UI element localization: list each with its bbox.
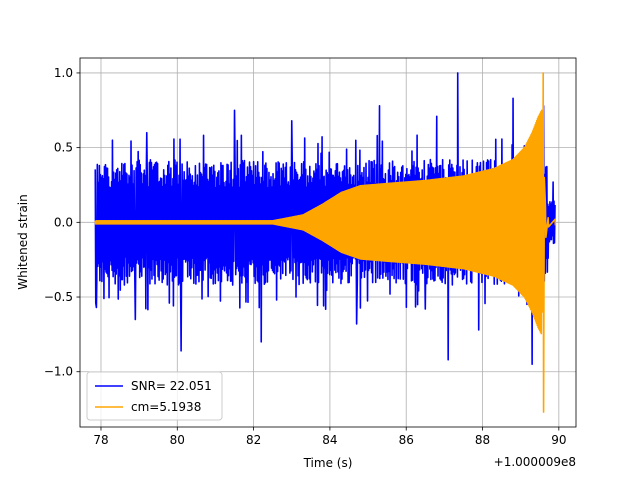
ticks: 78 80 82 84 86 88 90 1.0 0.5 0.0 −0.5 −1.0 (44, 66, 567, 447)
x-tick-label: 88 (475, 433, 490, 447)
legend: SNR= 22.051 cm=5.1938 (86, 371, 223, 421)
y-tick-label: 0.0 (54, 215, 73, 229)
x-tick-label: 84 (322, 433, 337, 447)
y-tick-label: 1.0 (54, 66, 73, 80)
axes-frame (79, 57, 577, 428)
y-tick-label: 0.5 (54, 141, 73, 155)
x-tick-label: 90 (551, 433, 566, 447)
legend-label-cm: cm=5.1938 (131, 400, 201, 414)
x-tick-label: 82 (246, 433, 261, 447)
series-line-cm (94, 72, 557, 413)
y-tick-label: −0.5 (44, 290, 73, 304)
grid (80, 58, 576, 427)
y-axis-label: Whitened strain (16, 194, 30, 290)
x-tick-label: 78 (93, 433, 108, 447)
x-tick-label: 80 (170, 433, 185, 447)
y-tick-label: −1.0 (44, 365, 73, 379)
legend-box (86, 371, 223, 421)
legend-label-snr: SNR= 22.051 (131, 379, 212, 393)
x-offset-label: +1.000009e8 (494, 455, 576, 469)
x-axis-label: Time (s) (303, 456, 353, 470)
x-tick-label: 86 (399, 433, 414, 447)
series-layer (94, 72, 557, 413)
